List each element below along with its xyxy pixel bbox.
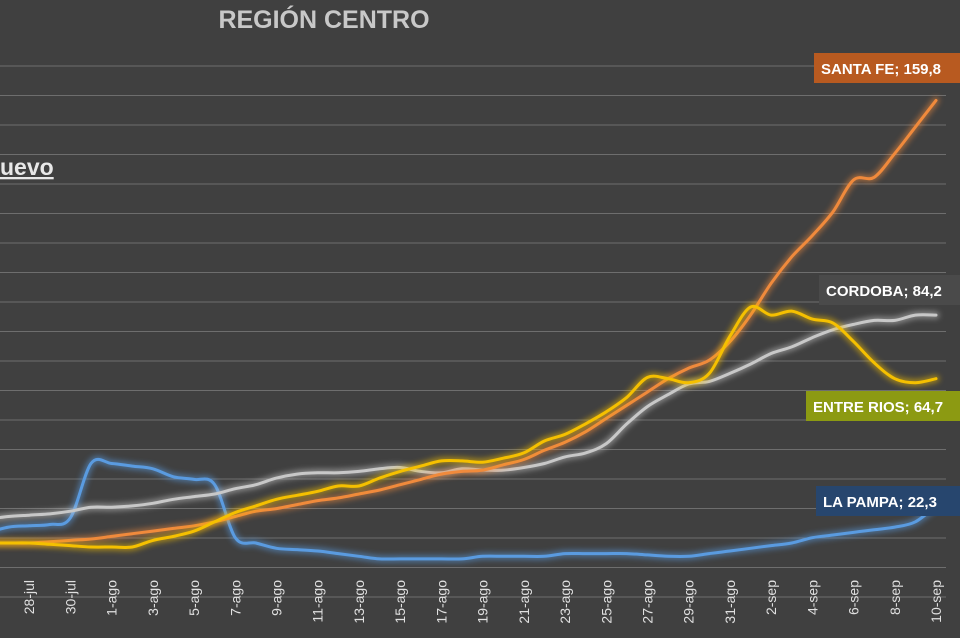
data-label-santa-fe: SANTA FE; 159,8	[814, 53, 960, 83]
data-label-box	[814, 53, 960, 83]
x-axis-ticks: 28-jul 30-jul 1-ago 3-ago 5-ago 7-ago 9-ago 11-…	[21, 580, 944, 624]
x-tick-label: 21-ago	[516, 580, 532, 624]
x-tick-label: 6-sep	[846, 580, 862, 615]
data-label-text: LA PAMPA; 22,3	[823, 494, 937, 511]
series-line-la-pampa	[0, 457, 938, 561]
series-line-entre-rios	[0, 304, 938, 549]
x-tick-label: 23-ago	[557, 580, 573, 624]
x-tick-label: 31-ago	[722, 580, 738, 624]
data-label-la-pampa: LA PAMPA; 22,3	[816, 486, 960, 516]
x-tick-label: 4-sep	[804, 580, 820, 615]
data-label-entre-rios: ENTRE RIOS; 64,7	[806, 391, 960, 421]
x-tick-label: 25-ago	[598, 580, 614, 624]
data-label-cordoba: CORDOBA; 84,2	[819, 275, 960, 305]
x-tick-label: 7-ago	[227, 580, 243, 616]
x-tick-label: 19-ago	[475, 580, 491, 624]
data-label-text: SANTA FE; 159,8	[821, 61, 941, 78]
x-tick-label: 17-ago	[433, 580, 449, 624]
x-tick-label: 2-sep	[763, 580, 779, 615]
x-tick-label: 9-ago	[269, 580, 285, 616]
x-tick-label: 11-ago	[310, 580, 326, 623]
x-tick-label: 29-ago	[681, 580, 697, 624]
x-tick-label: 30-jul	[62, 580, 78, 614]
x-tick-label: 3-ago	[145, 580, 161, 616]
series-line-santa-fe	[0, 98, 938, 545]
series-line-cordoba	[0, 313, 938, 520]
data-label-box	[816, 486, 960, 516]
x-tick-label: 8-sep	[887, 580, 903, 615]
data-label-box	[806, 391, 960, 421]
x-tick-label: 13-ago	[351, 580, 367, 624]
series-labels: SANTA FE; 159,8 CORDOBA; 84,2 ENTRE RIOS; …	[806, 53, 960, 516]
x-tick-label: 10-sep	[928, 580, 944, 623]
x-tick-label: 15-ago	[392, 580, 408, 624]
x-tick-label: 5-ago	[186, 580, 202, 616]
data-label-box	[819, 275, 960, 305]
x-tick-label: 1-ago	[104, 580, 120, 616]
data-label-text: CORDOBA; 84,2	[826, 283, 942, 300]
partial-legend-text: uevo	[0, 154, 54, 180]
x-tick-label: 28-jul	[21, 580, 37, 614]
x-tick-label: 27-ago	[640, 580, 656, 624]
chart-title: REGIÓN CENTRO	[218, 4, 429, 34]
gridlines	[0, 65, 946, 598]
series-lines	[0, 96, 940, 563]
series-glow-santa-fe	[0, 96, 940, 547]
data-label-text: ENTRE RIOS; 64,7	[813, 399, 943, 416]
